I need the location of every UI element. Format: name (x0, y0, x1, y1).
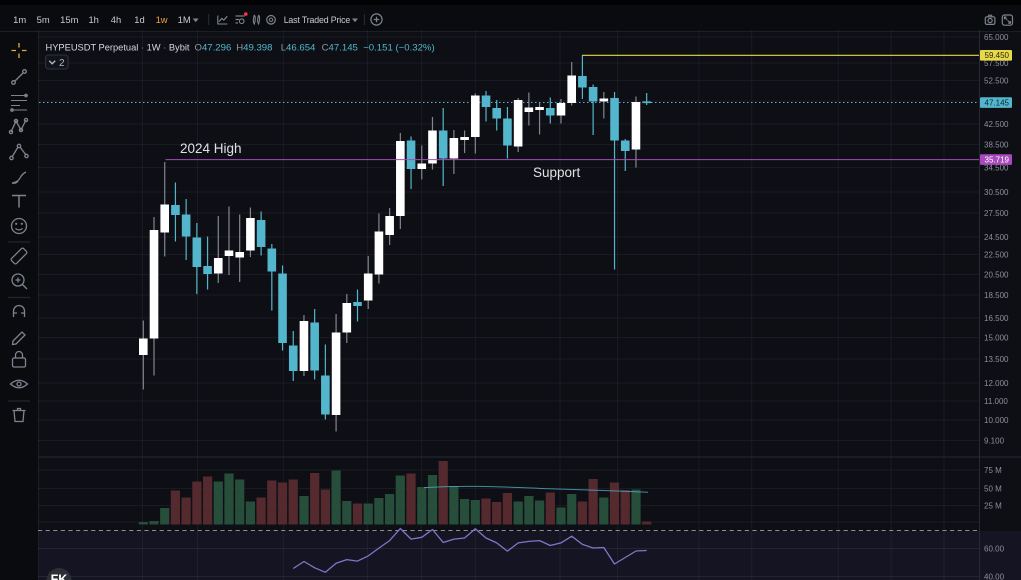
svg-text:18.500: 18.500 (984, 291, 1009, 300)
svg-text:47.145: 47.145 (985, 99, 1010, 108)
svg-text:75 M: 75 M (984, 466, 1002, 475)
svg-text:15.000: 15.000 (984, 333, 1009, 342)
svg-text:34.500: 34.500 (984, 163, 1009, 172)
svg-text:16.500: 16.500 (984, 314, 1009, 323)
svg-text:9.100: 9.100 (984, 436, 1005, 445)
svg-text:12.000: 12.000 (984, 379, 1009, 388)
svg-text:11.000: 11.000 (984, 397, 1008, 406)
svg-text:59.450: 59.450 (985, 51, 1010, 60)
svg-text:Last Traded Price: Last Traded Price (284, 15, 351, 25)
svg-text:30.500: 30.500 (984, 188, 1009, 197)
svg-text:24.500: 24.500 (984, 233, 1009, 242)
svg-text:27.500: 27.500 (984, 209, 1009, 218)
svg-text:15m: 15m (60, 14, 78, 25)
svg-text:HYPEUSDT Perpetual · 1W · Bybi: HYPEUSDT Perpetual · 1W · Bybit (46, 43, 190, 53)
svg-text:O47.296: O47.296 (195, 43, 232, 54)
svg-text:L46.654: L46.654 (281, 43, 316, 54)
svg-text:Support: Support (533, 165, 581, 180)
svg-text:2: 2 (59, 58, 65, 69)
svg-text:38.500: 38.500 (984, 140, 1009, 149)
svg-text:10.000: 10.000 (984, 416, 1009, 425)
svg-text:65.000: 65.000 (984, 33, 1009, 42)
svg-text:1M: 1M (178, 14, 191, 25)
svg-text:57.500: 57.500 (984, 59, 1009, 68)
svg-text:40.00: 40.00 (984, 572, 1005, 580)
svg-text:25 M: 25 M (984, 501, 1002, 510)
svg-text:20.500: 20.500 (984, 270, 1009, 279)
svg-text:H49.398: H49.398 (236, 43, 272, 54)
svg-text:1d: 1d (134, 14, 144, 25)
svg-text:5m: 5m (37, 14, 50, 25)
svg-text:60.00: 60.00 (984, 544, 1005, 553)
svg-text:52.500: 52.500 (984, 76, 1009, 85)
svg-text:22.500: 22.500 (984, 250, 1009, 259)
svg-text:4h: 4h (111, 14, 121, 25)
svg-text:1h: 1h (88, 14, 98, 25)
svg-text:C47.145: C47.145 (322, 43, 358, 54)
svg-text:FK: FK (51, 573, 68, 580)
svg-text:35.719: 35.719 (985, 156, 1010, 165)
svg-text:50 M: 50 M (984, 484, 1002, 493)
svg-text:1w: 1w (156, 14, 168, 25)
svg-text:13.500: 13.500 (984, 355, 1009, 364)
svg-text:42.500: 42.500 (984, 120, 1009, 129)
svg-text:2024 High: 2024 High (180, 141, 242, 156)
svg-text:−0.151 (−0.32%): −0.151 (−0.32%) (363, 43, 434, 54)
svg-text:1m: 1m (13, 14, 26, 25)
